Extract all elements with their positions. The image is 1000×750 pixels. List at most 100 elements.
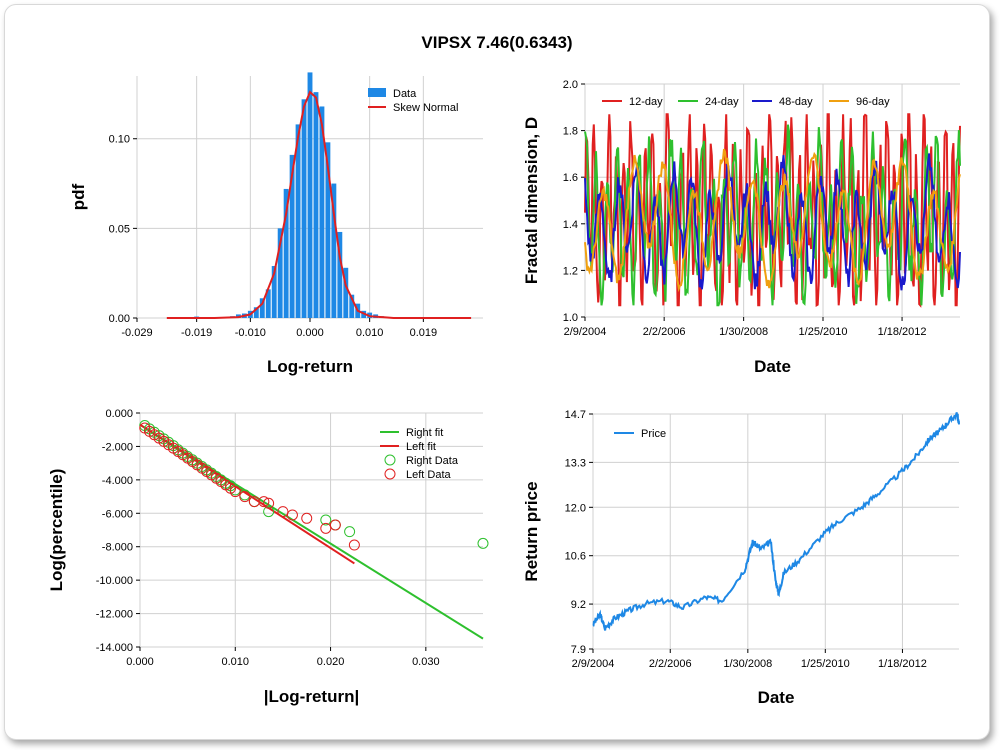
histogram-bar [271, 266, 277, 318]
left-fit-line [139, 423, 355, 565]
y-tick-label: -12.000 [96, 609, 133, 621]
x-axis-label: Log-return [267, 357, 353, 376]
histogram-bar [295, 124, 301, 319]
x-axis-label: |Log-return| [264, 687, 359, 706]
price-panel: 2/9/2004 2/2/2006 1/30/2008 1/25/2010 1/18/2… [522, 409, 960, 707]
x-tick-label: 1/25/2010 [799, 326, 848, 338]
x-tick-label: 2/2/2006 [643, 326, 686, 338]
x-tick-label: 2/2/2006 [649, 658, 692, 670]
y-tick-label: 14.7 [565, 409, 586, 421]
fractal-series-line [584, 113, 961, 308]
x-tick-label: 0.030 [412, 656, 440, 668]
y-tick-label: -10.000 [96, 575, 133, 587]
legend-label: 12-day [629, 96, 663, 108]
histogram-bar [259, 298, 265, 318]
y-axis-label: Log(percentile) [47, 469, 66, 592]
histogram-bar [313, 92, 319, 318]
skew-normal-curve [166, 90, 472, 319]
fractal-series-line [584, 148, 961, 293]
fractal-series-line [584, 153, 961, 291]
left-data-point [277, 506, 289, 518]
legend-right-data-swatch [384, 454, 396, 466]
y-tick-label: 0.10 [109, 134, 130, 146]
histogram-bar [343, 267, 349, 318]
y-tick-label: 13.3 [565, 457, 586, 469]
x-tick-label: 1/30/2008 [719, 326, 768, 338]
right-data-point [477, 537, 489, 549]
x-tick-label: 0.010 [222, 656, 250, 668]
x-tick-label: -0.010 [235, 327, 266, 339]
x-tick-label: 1/18/2012 [878, 326, 927, 338]
legend-left-data-swatch [384, 468, 396, 480]
x-tick-label: 0.000 [296, 327, 324, 339]
left-data-point [229, 486, 241, 498]
histogram-bar [349, 294, 355, 318]
histogram-bar [289, 154, 295, 318]
price-plot-area [593, 414, 959, 649]
price-line [592, 412, 960, 632]
legend-label: 96-day [856, 96, 890, 108]
legend-skew-normal-label: Skew Normal [393, 102, 458, 114]
left-data-point [348, 539, 360, 551]
y-tick-label: 1.8 [563, 126, 578, 138]
y-tick-label: 0.000 [105, 408, 133, 420]
y-tick-label: -14.000 [96, 642, 133, 654]
histogram-bar [301, 99, 307, 318]
x-tick-label: 2/9/2004 [564, 326, 607, 338]
x-tick-label: 0.020 [317, 656, 345, 668]
x-tick-label: 0.000 [126, 656, 154, 668]
y-tick-label: 10.6 [565, 551, 586, 563]
x-tick-label: -0.019 [181, 327, 212, 339]
y-tick-label: 1.0 [563, 312, 578, 324]
y-tick-label: 1.2 [563, 265, 578, 277]
legend-right-data-label: Right Data [406, 455, 459, 467]
x-tick-label: 1/30/2008 [723, 658, 772, 670]
y-tick-label: -2.000 [102, 441, 133, 453]
legend-left-fit-label: Left fit [406, 441, 436, 453]
x-tick-label: 1/25/2010 [801, 658, 850, 670]
left-data-point [258, 496, 270, 508]
x-tick-label: 0.010 [356, 327, 384, 339]
legend-label: 48-day [779, 96, 813, 108]
y-tick-label: -8.000 [102, 542, 133, 554]
left-data-point [301, 512, 313, 524]
tail-plot-panel: 0.000 0.010 0.020 0.030 0.000 -2.000 -4.000 -6.… [47, 408, 489, 706]
x-axis-label: Date [754, 357, 791, 376]
fractal-dimension-panel: 2/9/2004 2/2/2006 1/30/2008 1/25/2010 1/18/2… [522, 79, 961, 376]
left-data-point [239, 491, 251, 503]
y-tick-label: 9.2 [571, 599, 586, 611]
right-data-point [344, 526, 356, 538]
legend-data-swatch [368, 88, 386, 97]
left-data-point [286, 509, 298, 521]
y-tick-label: -6.000 [102, 508, 133, 520]
x-tick-label: -0.029 [121, 327, 152, 339]
histogram-bar [319, 106, 325, 318]
y-tick-label: 0.05 [109, 223, 130, 235]
histogram-bar [337, 231, 343, 318]
histogram-bar [283, 188, 289, 318]
right-data-point [320, 514, 332, 526]
left-data-point [329, 519, 341, 531]
y-tick-label: 1.4 [563, 219, 578, 231]
figure-title: VIPSX 7.46(0.6343) [421, 33, 572, 52]
y-tick-label: 2.0 [563, 79, 578, 91]
y-axis-label: pdf [69, 183, 88, 210]
legend-label: 24-day [705, 96, 739, 108]
left-data-point [263, 497, 275, 509]
y-tick-label: 0.00 [109, 313, 130, 325]
histogram-bar [253, 307, 259, 318]
x-tick-label: 2/9/2004 [572, 658, 615, 670]
x-tick-label: 0.019 [410, 327, 438, 339]
y-tick-label: 12.0 [565, 502, 586, 514]
histogram-bar [331, 183, 337, 318]
y-tick-label: 1.6 [563, 172, 578, 184]
histogram-bar [277, 228, 283, 318]
y-tick-label: -4.000 [102, 475, 133, 487]
y-axis-label: Fractal dimension, D [522, 117, 541, 284]
left-data-point [320, 522, 332, 534]
histogram-bar [265, 289, 271, 318]
legend-right-fit-label: Right fit [406, 427, 443, 439]
legend-data-label: Data [393, 88, 417, 100]
right-data-point [263, 506, 275, 518]
y-tick-label: 7.9 [571, 644, 586, 656]
